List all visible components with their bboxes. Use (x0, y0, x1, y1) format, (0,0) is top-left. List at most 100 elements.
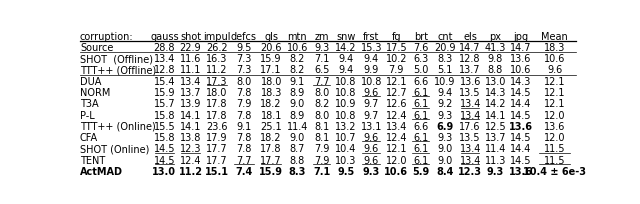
Text: 9.6: 9.6 (364, 133, 379, 142)
Text: 15.1: 15.1 (205, 166, 228, 176)
Text: 10.3: 10.3 (335, 155, 356, 165)
Text: 17.7: 17.7 (206, 155, 227, 165)
Text: 6.1: 6.1 (413, 155, 428, 165)
Text: shot: shot (180, 31, 201, 41)
Text: 8.9: 8.9 (290, 88, 305, 98)
Text: 13.7: 13.7 (484, 133, 506, 142)
Text: 17.9: 17.9 (206, 133, 227, 142)
Text: 10.6: 10.6 (544, 54, 565, 64)
Text: 18.3: 18.3 (544, 43, 565, 53)
Text: 8.0: 8.0 (314, 88, 330, 98)
Text: 11.5: 11.5 (544, 144, 565, 154)
Text: 12.4: 12.4 (180, 155, 201, 165)
Text: 14.3: 14.3 (484, 88, 506, 98)
Text: 14.5: 14.5 (154, 144, 175, 154)
Text: 14.5: 14.5 (509, 155, 531, 165)
Text: 7.8: 7.8 (236, 88, 252, 98)
Text: CFA: CFA (80, 133, 98, 142)
Text: Mean: Mean (541, 31, 568, 41)
Text: els: els (463, 31, 477, 41)
Text: 11.4: 11.4 (287, 121, 308, 131)
Text: 7.1: 7.1 (314, 54, 330, 64)
Text: 13.8: 13.8 (180, 133, 201, 142)
Text: 8.4: 8.4 (436, 166, 454, 176)
Text: 10.8: 10.8 (335, 76, 356, 86)
Text: 6.6: 6.6 (413, 121, 428, 131)
Text: 8.7: 8.7 (290, 144, 305, 154)
Text: 12.8: 12.8 (460, 54, 481, 64)
Text: 10.7: 10.7 (335, 133, 357, 142)
Text: 6.6: 6.6 (413, 76, 428, 86)
Text: gls: gls (264, 31, 278, 41)
Text: 9.7: 9.7 (364, 110, 379, 120)
Text: 13.5: 13.5 (460, 88, 481, 98)
Text: 17.8: 17.8 (206, 99, 227, 109)
Text: 13.4: 13.4 (460, 155, 481, 165)
Text: 14.4: 14.4 (510, 144, 531, 154)
Text: 11.1: 11.1 (180, 65, 201, 75)
Text: 8.2: 8.2 (290, 54, 305, 64)
Text: 10.9: 10.9 (335, 99, 356, 109)
Text: 15.5: 15.5 (154, 121, 175, 131)
Text: 9.4: 9.4 (339, 54, 354, 64)
Text: 17.3: 17.3 (206, 76, 227, 86)
Text: P-L: P-L (80, 110, 95, 120)
Text: 9.3: 9.3 (363, 166, 380, 176)
Text: gauss: gauss (150, 31, 179, 41)
Text: 17.1: 17.1 (260, 65, 282, 75)
Text: 9.6: 9.6 (364, 155, 379, 165)
Text: 7.3: 7.3 (236, 65, 252, 75)
Text: cnt: cnt (437, 31, 453, 41)
Text: 11.2: 11.2 (206, 65, 227, 75)
Text: 18.0: 18.0 (260, 76, 282, 86)
Text: 10.2: 10.2 (386, 54, 407, 64)
Text: 6.9: 6.9 (436, 121, 454, 131)
Text: 13.7: 13.7 (460, 65, 481, 75)
Text: 13.4: 13.4 (154, 54, 175, 64)
Text: 6.5: 6.5 (314, 65, 330, 75)
Text: 9.6: 9.6 (364, 144, 379, 154)
Text: 9.0: 9.0 (437, 144, 452, 154)
Text: brt: brt (413, 31, 428, 41)
Text: 18.0: 18.0 (206, 88, 227, 98)
Text: 6.1: 6.1 (413, 133, 428, 142)
Text: 5.1: 5.1 (437, 65, 452, 75)
Text: 7.6: 7.6 (413, 43, 428, 53)
Text: 15.9: 15.9 (154, 88, 175, 98)
Text: 15.8: 15.8 (154, 133, 175, 142)
Text: 10.6: 10.6 (287, 43, 308, 53)
Text: 12.0: 12.0 (544, 133, 565, 142)
Text: 11.6: 11.6 (180, 54, 201, 64)
Text: 11.5: 11.5 (544, 155, 565, 165)
Text: 11.4: 11.4 (484, 144, 506, 154)
Text: 10.8: 10.8 (360, 76, 382, 86)
Text: 9.3: 9.3 (437, 133, 452, 142)
Text: 17.8: 17.8 (260, 144, 282, 154)
Text: corruption:: corruption: (80, 31, 134, 41)
Text: 6.3: 6.3 (413, 54, 428, 64)
Text: 7.3: 7.3 (236, 54, 252, 64)
Text: 12.6: 12.6 (386, 99, 407, 109)
Text: ActMAD: ActMAD (80, 166, 123, 176)
Text: 18.2: 18.2 (260, 99, 282, 109)
Text: 23.6: 23.6 (206, 121, 227, 131)
Text: 7.9: 7.9 (314, 144, 330, 154)
Text: 12.1: 12.1 (386, 76, 407, 86)
Text: 5.0: 5.0 (413, 65, 428, 75)
Text: 9.6: 9.6 (364, 88, 379, 98)
Text: 7.7: 7.7 (314, 76, 330, 86)
Text: 12.1: 12.1 (544, 99, 565, 109)
Text: DUA: DUA (80, 76, 101, 86)
Text: 7.9: 7.9 (388, 65, 404, 75)
Text: 9.0: 9.0 (290, 99, 305, 109)
Text: 9.6: 9.6 (547, 65, 562, 75)
Text: 5.9: 5.9 (412, 166, 429, 176)
Text: 9.3: 9.3 (486, 166, 504, 176)
Text: 7.4: 7.4 (236, 166, 253, 176)
Text: 13.6: 13.6 (509, 121, 532, 131)
Text: 6.1: 6.1 (413, 110, 428, 120)
Text: 16.3: 16.3 (206, 54, 227, 64)
Text: 15.9: 15.9 (260, 54, 282, 64)
Text: 14.2: 14.2 (335, 43, 357, 53)
Text: 13.7: 13.7 (180, 88, 201, 98)
